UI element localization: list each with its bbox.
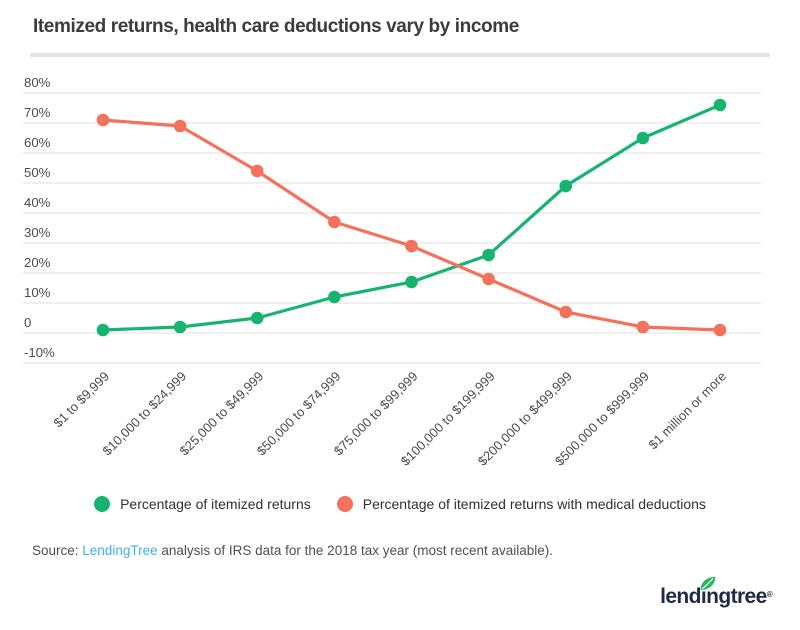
title-divider <box>30 53 770 57</box>
lendingtree-logo: lendingtree® <box>660 576 773 615</box>
registered-mark: ® <box>766 590 773 599</box>
y-axis-tick-label: 60% <box>24 135 51 150</box>
x-axis-category-label: $10,000 to $24,999 <box>99 369 189 459</box>
data-point-series-1 <box>559 305 573 319</box>
y-axis-tick-label: 10% <box>24 285 51 300</box>
y-axis-tick-label: -10% <box>24 345 55 360</box>
x-axis-category-label: $75,000 to $99,999 <box>331 369 421 459</box>
x-axis-category-label: $1 to $9,999 <box>50 369 112 431</box>
y-axis-tick-label: 80% <box>24 75 51 90</box>
data-point-series-0 <box>96 323 110 337</box>
data-point-series-1 <box>96 113 110 127</box>
lendingtree-logo-text: lendingtree® <box>660 576 773 609</box>
lendingtree-leaf-icon <box>700 576 716 591</box>
y-axis-tick-label: 40% <box>24 195 51 210</box>
data-point-series-0 <box>250 311 264 325</box>
y-axis-tick-label: 30% <box>24 225 51 240</box>
data-point-series-1 <box>405 239 418 253</box>
line-chart: 80% 70% 60% 50% 40% 30% 20% 10% 0 -10% $1 to $9,99… <box>23 75 761 469</box>
data-point-series-0 <box>405 275 418 289</box>
series-line-0 <box>101 103 722 332</box>
y-axis-tick-label: 70% <box>24 105 51 120</box>
x-axis-category-label: $1 million or more <box>645 369 729 453</box>
data-point-series-1 <box>250 164 264 178</box>
legend-swatch-green-icon <box>94 496 111 512</box>
series-line-1 <box>101 118 722 332</box>
logo-wordmark: lendingtree <box>660 585 767 608</box>
data-point-series-1 <box>482 272 495 286</box>
lendingtree-link[interactable]: LendingTree <box>82 543 158 558</box>
data-point-series-0 <box>713 98 727 112</box>
x-axis-category-label: $50,000 to $74,999 <box>254 369 344 459</box>
data-point-series-1 <box>713 323 727 337</box>
y-axis-tick-label: 0 <box>24 315 31 330</box>
data-point-series-0 <box>636 131 650 145</box>
y-axis-tick-label: 20% <box>24 255 51 270</box>
y-axis-tick-label: 50% <box>24 165 51 180</box>
chart-title: Itemized returns, health care deductions… <box>33 16 519 37</box>
source-suffix: analysis of IRS data for the 2018 tax ye… <box>157 543 554 558</box>
data-point-series-0 <box>173 320 187 334</box>
legend-label: Percentage of itemized returns with medi… <box>362 496 706 512</box>
data-point-series-1 <box>173 119 187 133</box>
data-point-series-0 <box>328 290 341 304</box>
source-note: Source: LendingTree analysis of IRS data… <box>32 543 553 558</box>
chart-legend: Percentage of itemized returns Percentag… <box>0 492 800 516</box>
legend-label: Percentage of itemized returns <box>120 496 311 512</box>
data-point-series-1 <box>328 215 341 229</box>
data-point-series-0 <box>559 179 573 193</box>
legend-item-itemized-returns: Percentage of itemized returns <box>94 496 311 512</box>
source-prefix: Source: <box>32 543 83 558</box>
legend-item-medical-deductions: Percentage of itemized returns with medi… <box>336 496 706 512</box>
legend-swatch-coral-icon <box>336 496 353 512</box>
x-axis-category-label: $25,000 to $49,999 <box>177 369 267 459</box>
data-point-series-0 <box>482 248 495 262</box>
data-point-series-1 <box>636 320 650 334</box>
